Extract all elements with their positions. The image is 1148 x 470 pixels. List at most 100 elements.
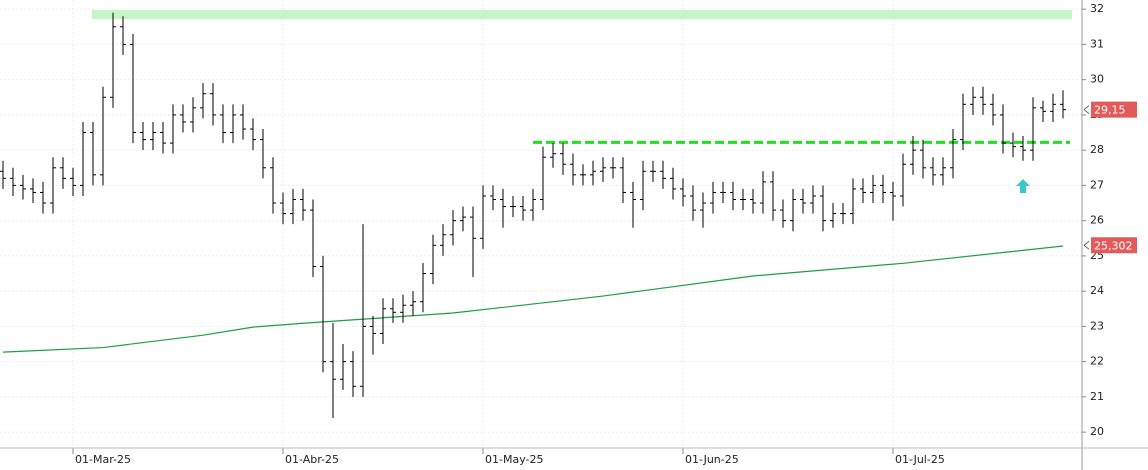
- price-box: [1091, 101, 1137, 118]
- ohlc-bar: [500, 188, 506, 228]
- ohlc-bar: [330, 322, 336, 419]
- x-tick-label: 01-Jul-25: [895, 453, 945, 466]
- ohlc-bar: [110, 12, 116, 108]
- ohlc-bar: [1020, 136, 1026, 161]
- ohlc-bar: [30, 178, 36, 204]
- ohlc-bar: [690, 185, 696, 221]
- ohlc-bar: [890, 181, 896, 221]
- ohlc-bar: [850, 178, 856, 225]
- ohlc-bar: [260, 129, 266, 179]
- ohlc-bar: [480, 185, 486, 249]
- ohlc-bar: [800, 188, 806, 214]
- ohlc-bar: [780, 199, 786, 228]
- ohlc-bar: [160, 121, 166, 154]
- ohlc-bar: [940, 157, 946, 186]
- ohlc-bar: [740, 188, 746, 211]
- ohlc-bar: [340, 344, 346, 390]
- ohlc-bar: [240, 104, 246, 140]
- ohlc-bar: [1050, 93, 1056, 122]
- ohlc-bar: [600, 157, 606, 182]
- ohlc-bar: [590, 160, 596, 186]
- ohlc-bar: [220, 104, 226, 144]
- ohlc-bar: [80, 121, 86, 196]
- y-tick-label: 22: [1090, 355, 1104, 368]
- ohlc-bar: [830, 203, 836, 228]
- ohlc-bar: [350, 351, 356, 397]
- ohlc-bar: [760, 171, 766, 214]
- ohlc-bar: [700, 192, 706, 228]
- ohlc-bar: [90, 121, 96, 186]
- ohlc-bar: [370, 315, 376, 355]
- y-tick-label: 24: [1090, 284, 1104, 297]
- price-pointer: [1083, 105, 1090, 115]
- ohlc-bar: [980, 86, 986, 115]
- ohlc-bar: [720, 181, 726, 204]
- ohlc-bar: [70, 167, 76, 196]
- ohlc-bar: [200, 83, 206, 119]
- ohlc-bar: [530, 188, 536, 221]
- y-tick-label: 21: [1090, 390, 1104, 403]
- ohlc-bar: [710, 181, 716, 214]
- ohlc-bar: [320, 255, 326, 373]
- ohlc-bar: [900, 153, 906, 207]
- ohlc-bar: [510, 195, 516, 218]
- ohlc-bar: [540, 146, 546, 211]
- ohlc-bar: [790, 188, 796, 232]
- moving-average-line: [2, 245, 1064, 353]
- ohlc-bar: [170, 104, 176, 154]
- ohlc-bar: [770, 171, 776, 221]
- y-tick-label: 20: [1090, 425, 1104, 438]
- price-pointer: [1083, 240, 1090, 250]
- price-label: 29,15: [1094, 104, 1126, 117]
- y-tick-label: 23: [1090, 319, 1104, 332]
- y-tick-label: 32: [1090, 2, 1104, 15]
- ohlc-bar: [910, 136, 916, 175]
- ohlc-bar: [390, 298, 396, 323]
- x-tick-label: 01-Jun-25: [685, 453, 739, 466]
- ohlc-bar: [310, 199, 316, 278]
- ohlc-bar: [0, 160, 6, 189]
- y-tick-label: 26: [1090, 214, 1104, 227]
- ohlc-bar: [470, 206, 476, 278]
- y-tick-label: 30: [1090, 73, 1104, 86]
- ohlc-bar: [50, 157, 56, 214]
- ohlc-bar: [40, 181, 46, 214]
- ohlc-bar: [820, 185, 826, 232]
- price-box: [1091, 237, 1137, 254]
- y-tick-label: 31: [1090, 37, 1104, 50]
- up-arrow-icon: [1016, 179, 1030, 193]
- ohlc-bar: [560, 143, 566, 175]
- ohlc-bar: [730, 181, 736, 211]
- ohlc-bar: [680, 178, 686, 207]
- ohlc-bar: [1060, 90, 1066, 119]
- ohlc-bar: [290, 188, 296, 225]
- ohlc-bar: [550, 143, 556, 168]
- ohlc-bar: [280, 192, 286, 225]
- ohlc-bar: [60, 157, 66, 189]
- ohlc-bar: [270, 157, 276, 214]
- ohlc-bar: [20, 174, 26, 200]
- ohlc-bar: [190, 97, 196, 133]
- ohlc-bar: [570, 153, 576, 186]
- ohlc-bar: [230, 104, 236, 144]
- ohlc-bar: [840, 203, 846, 225]
- ohlc-bar: [360, 224, 366, 397]
- ohlc-bar: [640, 160, 646, 211]
- ohlc-bar: [750, 188, 756, 214]
- ohlc-bar: [440, 224, 446, 256]
- ohlc-bar: [1030, 97, 1036, 161]
- ohlc-bar: [580, 164, 586, 186]
- ohlc-bar: [660, 160, 666, 189]
- ohlc-bar: [1000, 104, 1006, 154]
- ohlc-bar: [450, 210, 456, 246]
- ohlc-bar: [520, 195, 526, 221]
- ohlc-bar: [300, 188, 306, 221]
- ohlc-bar: [880, 174, 886, 204]
- ohlc-bar: [610, 157, 616, 179]
- ohlc-bar: [380, 298, 386, 345]
- price-label: 25,302: [1094, 239, 1133, 252]
- ohlc-bar: [420, 262, 426, 313]
- ohlc-bar: [870, 174, 876, 204]
- ohlc-bar: [1040, 100, 1046, 122]
